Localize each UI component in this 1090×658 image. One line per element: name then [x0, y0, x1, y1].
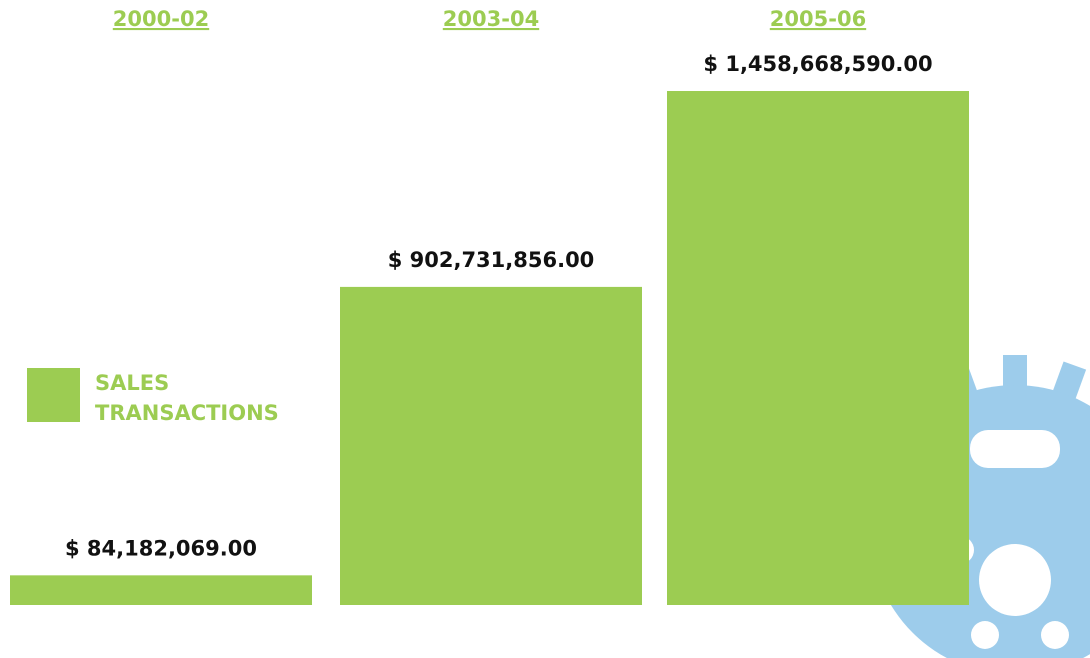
bar [10, 575, 312, 605]
value-label: $ 902,731,856.00 [388, 248, 595, 272]
category-label: 2003-04 [443, 7, 539, 31]
legend-swatch [27, 368, 80, 422]
legend-label: SALES TRANSACTIONS [95, 371, 279, 425]
value-label: $ 84,182,069.00 [65, 536, 257, 560]
category-label: 2005-06 [770, 7, 866, 31]
category-label: 2000-02 [113, 7, 209, 31]
value-label: $ 1,458,668,590.00 [703, 52, 932, 76]
bar [340, 286, 642, 605]
bar [667, 91, 969, 605]
